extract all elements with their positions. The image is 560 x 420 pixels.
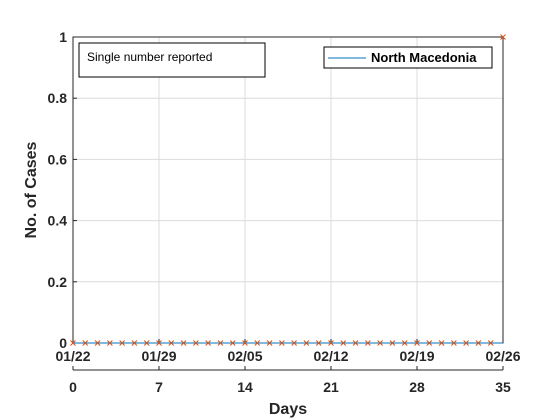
date-tick-label: 01/22 <box>55 348 90 364</box>
legend-label: North Macedonia <box>371 50 477 65</box>
annotation-box: Single number reported <box>79 43 265 77</box>
series-layer <box>71 35 506 346</box>
y-tick-label: 1 <box>59 29 67 45</box>
days-tick-label: 14 <box>237 379 253 395</box>
days-tick-label: 28 <box>409 379 425 395</box>
date-tick-label: 02/12 <box>313 348 348 364</box>
y-tick-label: 0.8 <box>48 90 68 106</box>
grid <box>73 37 503 343</box>
y-tick-label: 0.4 <box>48 213 68 229</box>
tick-labels: 0 0.2 0.4 0.6 0.8 1 01/22 01/29 02/05 02/12 02/19 0… <box>48 29 521 395</box>
date-tick-label: 01/29 <box>141 348 176 364</box>
days-tick-label: 7 <box>155 379 163 395</box>
annotation-text: Single number reported <box>87 50 212 64</box>
legend: North Macedonia <box>324 47 492 68</box>
y-axis-title: No. of Cases <box>23 141 40 238</box>
y-tick-label: 0.2 <box>48 274 68 290</box>
date-tick-label: 02/05 <box>227 348 262 364</box>
date-tick-label: 02/26 <box>485 348 520 364</box>
y-tick-label: 0.6 <box>48 151 68 167</box>
days-tick-label: 35 <box>495 379 511 395</box>
date-tick-label: 02/19 <box>399 348 434 364</box>
days-tick-label: 0 <box>69 379 77 395</box>
plot-area <box>73 37 503 343</box>
days-tick-label: 21 <box>323 379 339 395</box>
x-axis-title: Days <box>269 401 307 418</box>
